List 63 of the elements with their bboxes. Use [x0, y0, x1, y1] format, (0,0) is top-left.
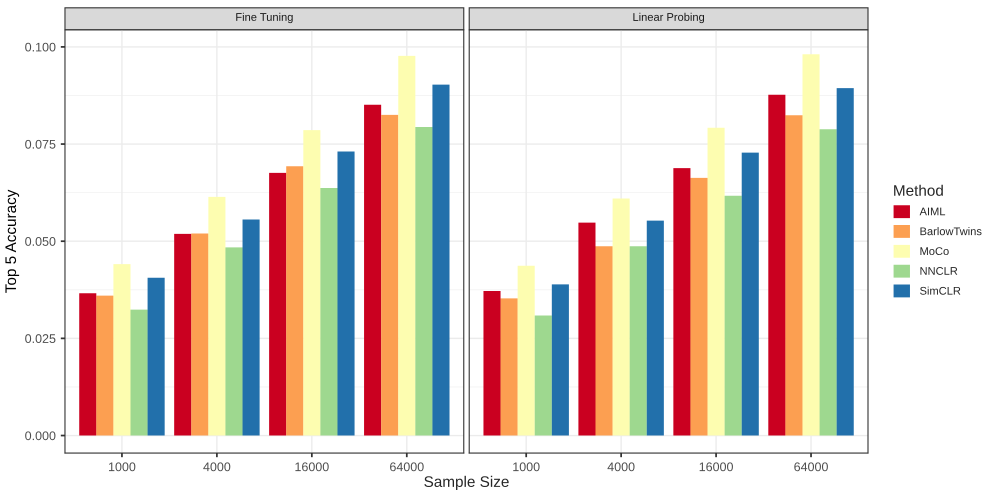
bar	[630, 246, 647, 436]
bar	[708, 128, 725, 436]
chart-title: Linear Probing	[633, 12, 704, 24]
legend-title: Method	[894, 184, 943, 196]
bar	[286, 166, 304, 436]
x-tick-label: 1000	[513, 462, 540, 472]
bar	[690, 178, 708, 436]
bar	[415, 126, 432, 436]
legend-label: SimCLR	[920, 286, 960, 295]
bar	[242, 219, 260, 436]
bar	[269, 172, 286, 436]
bar	[148, 278, 165, 436]
bar	[596, 246, 613, 436]
bar	[398, 56, 416, 436]
bar	[768, 94, 786, 436]
bar	[612, 198, 630, 436]
x-tick-label: 4000	[203, 462, 230, 472]
bar	[381, 114, 398, 436]
x-tick-label: 64000	[794, 462, 828, 472]
bar	[364, 104, 382, 436]
bar	[79, 293, 96, 436]
bar	[836, 88, 854, 436]
bar	[820, 129, 837, 436]
bar	[483, 290, 501, 436]
legend-label: AIML	[920, 208, 946, 216]
legend-label: MoCo	[920, 247, 949, 256]
bar	[552, 284, 569, 436]
x-tick-label: 16000	[295, 462, 329, 472]
bar	[802, 54, 820, 436]
y-axis-title: Top 5 Accuracy	[5, 190, 20, 293]
legend-label: NNCLR	[920, 267, 958, 275]
legend-label: BarlowTwins	[920, 227, 982, 236]
bar	[646, 220, 664, 436]
bar	[337, 151, 355, 436]
bar	[191, 233, 208, 436]
y-tick-label: 0.100	[25, 42, 56, 52]
bar	[208, 196, 226, 436]
bar	[303, 130, 320, 436]
bar	[174, 234, 192, 436]
bar	[724, 196, 742, 436]
y-tick-label: 0.000	[25, 431, 56, 440]
bar	[225, 247, 243, 436]
bar	[320, 188, 338, 436]
bar	[130, 310, 148, 436]
bar	[785, 115, 802, 436]
y-tick-label: 0.025	[25, 334, 56, 344]
bar	[113, 264, 130, 436]
bar	[673, 168, 690, 436]
bar	[500, 298, 518, 436]
bar	[518, 266, 535, 436]
x-tick-label: 16000	[700, 462, 733, 472]
bar	[534, 315, 552, 436]
x-axis-title: Sample Size	[424, 476, 509, 490]
chart-title: Fine Tuning	[236, 12, 293, 24]
bar	[742, 152, 759, 436]
bar	[432, 84, 450, 436]
x-tick-label: 1000	[108, 462, 136, 472]
bar	[578, 222, 596, 436]
y-tick-label: 0.075	[25, 140, 56, 149]
x-tick-label: 64000	[390, 462, 424, 472]
x-tick-label: 4000	[608, 462, 635, 472]
bar	[96, 296, 114, 436]
y-tick-label: 0.050	[25, 237, 56, 246]
